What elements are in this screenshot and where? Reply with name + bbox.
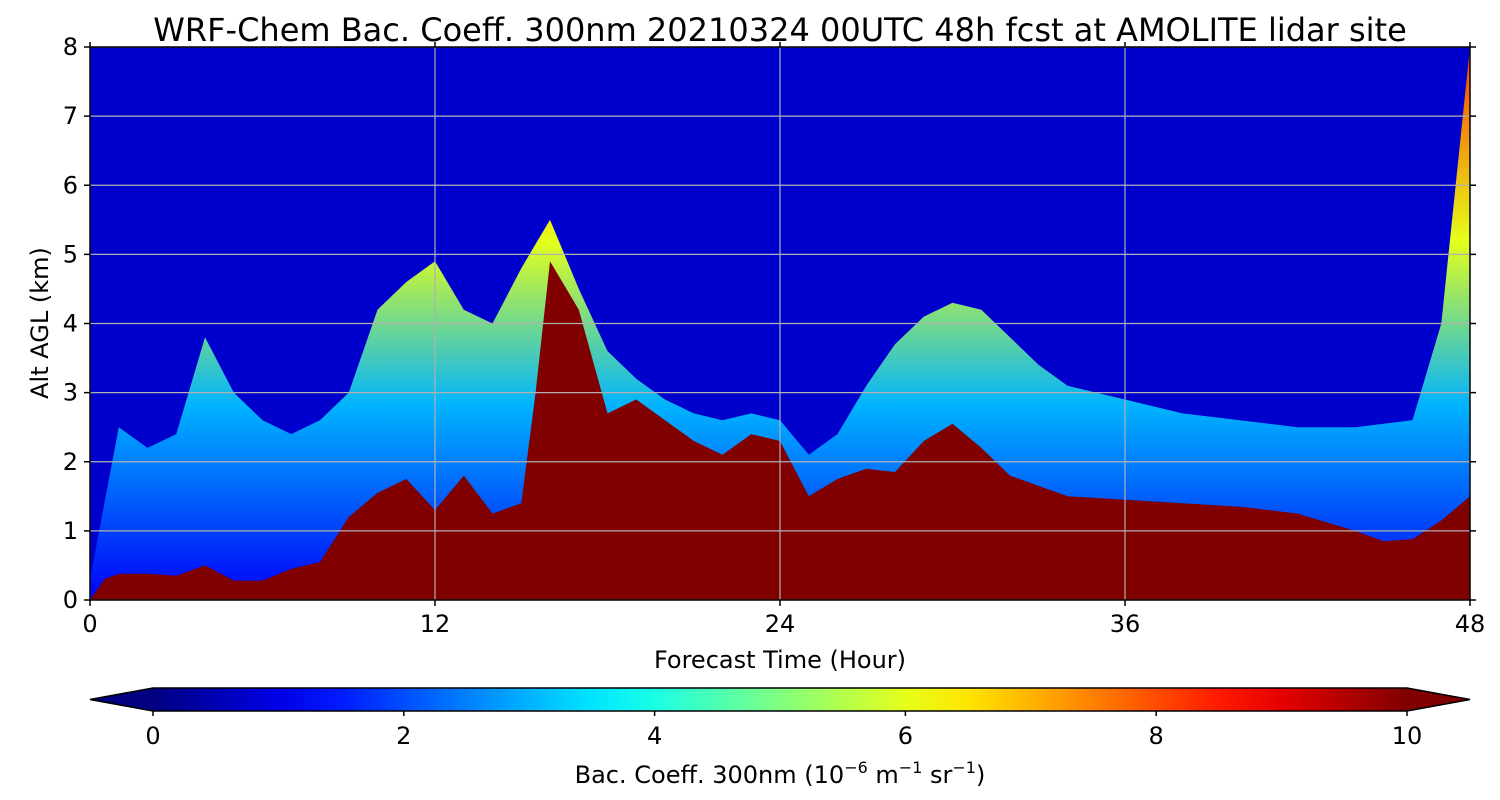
colorbar-tick-label: 8 <box>1149 722 1164 750</box>
y-tick-label: 7 <box>63 102 78 130</box>
colorbar-tick-label: 6 <box>898 722 913 750</box>
x-tick-label: 0 <box>82 610 97 638</box>
colorbar-right-extension <box>1407 688 1470 711</box>
x-tick-label: 36 <box>1110 610 1141 638</box>
colorbar-tick-label: 4 <box>647 722 662 750</box>
y-axis-ticks: 0 1 2 3 4 5 6 7 8 <box>63 33 1476 614</box>
y-tick-label: 3 <box>63 379 78 407</box>
colorbar-label-close: ) <box>976 761 985 789</box>
colorbar-body <box>153 688 1407 711</box>
colorbar-tick-label: 0 <box>145 722 160 750</box>
colorbar-label: Bac. Coeff. 300nm (10−6 m−1 sr−1) <box>575 758 986 789</box>
y-tick-label: 2 <box>63 448 78 476</box>
colorbar-label-unit-sr: sr <box>922 761 952 789</box>
grid-lines <box>90 47 1470 600</box>
x-tick-label: 12 <box>420 610 451 638</box>
plot-area <box>90 47 1470 600</box>
y-tick-label: 6 <box>63 171 78 199</box>
colorbar-left-extension <box>90 688 153 711</box>
y-tick-label: 8 <box>63 33 78 61</box>
x-tick-label: 24 <box>765 610 796 638</box>
colorbar-ticks: 0 2 4 6 8 10 <box>145 711 1422 750</box>
y-tick-label: 4 <box>63 310 78 338</box>
colorbar-tick-label: 10 <box>1392 722 1423 750</box>
colorbar: 0 2 4 6 8 10 <box>89 687 1471 750</box>
colorbar-tick-label: 2 <box>396 722 411 750</box>
x-axis-ticks: 0 12 24 36 48 <box>82 42 1485 638</box>
colorbar-label-unit-m: m <box>868 761 899 789</box>
x-tick-label: 48 <box>1455 610 1486 638</box>
y-tick-label: 1 <box>63 517 78 545</box>
x-axis-label: Forecast Time (Hour) <box>654 646 906 674</box>
colorbar-label-exponent-2: −1 <box>899 758 923 777</box>
colorbar-label-main: Bac. Coeff. 300nm (10 <box>575 761 845 789</box>
y-tick-label: 0 <box>63 586 78 614</box>
y-axis-label: Alt AGL (km) <box>26 247 54 399</box>
colorbar-label-exponent-1: −6 <box>844 758 868 777</box>
colorbar-label-exponent-3: −1 <box>952 758 976 777</box>
y-tick-label: 5 <box>63 240 78 268</box>
